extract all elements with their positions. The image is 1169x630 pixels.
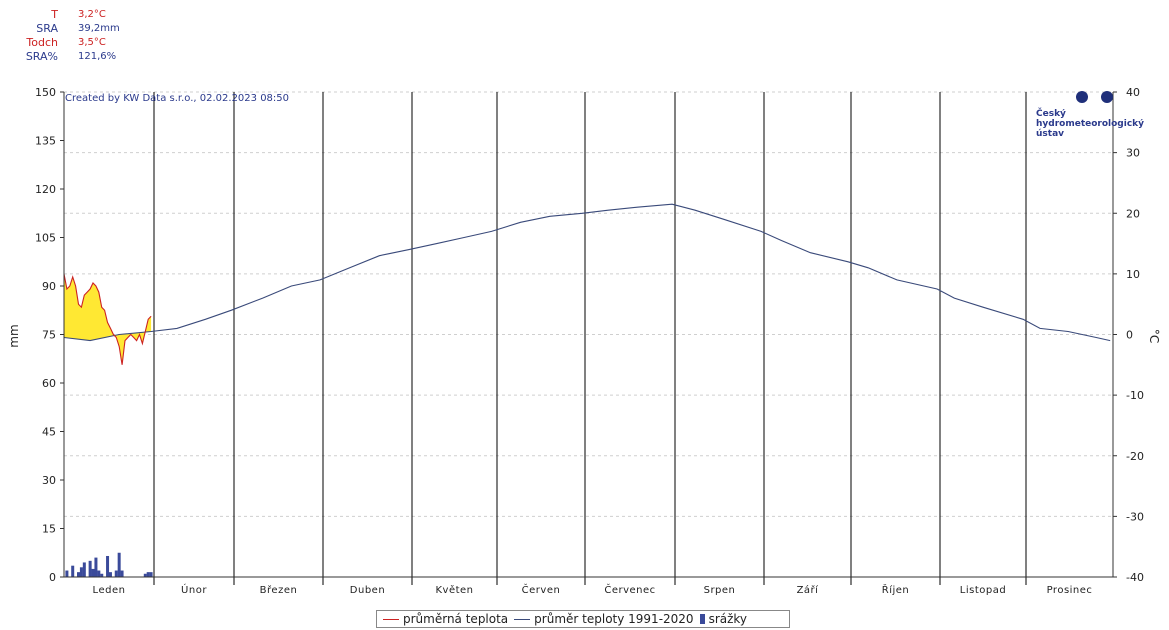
actual-temperature-line [63,273,152,365]
month-label: Březen [260,584,298,596]
y-left-label: mm [7,324,21,347]
summary-label: T [51,8,58,21]
y-right-tick-label: -30 [1126,510,1144,523]
chmi-logo-gap [1088,92,1098,102]
y-left-tick-label: 15 [42,523,56,536]
month-dividers [153,92,1027,585]
precipitation-bar [97,570,101,577]
anomaly-fill [64,273,152,365]
y-left-tick-label: 0 [49,571,56,584]
y-right-tick-label: -40 [1126,571,1144,584]
precipitation-bar [79,567,83,577]
brand-logo: Český hydrometeorologický ústav [1036,91,1144,139]
precipitation-bar [91,568,95,577]
y-left-tick-label: 60 [42,377,56,390]
y-left-tick-label: 75 [42,329,56,342]
legend-item: srážky [699,612,748,626]
y-right-tick-label: 10 [1126,268,1140,281]
legend-label: průměrná teplota [403,612,509,626]
precipitation-bar [94,557,98,577]
summary-row: SRA% 121,6% [0,50,120,64]
summary-label: SRA [36,22,58,35]
credit-text: Created by KW Data s.r.o., 02.02.2023 08… [65,93,289,104]
month-label: Leden [93,585,126,596]
y-left-tick-label: 135 [35,135,56,148]
brand-line-3: ústav [1036,129,1064,139]
summary-row: SRA 39,2mm [0,22,120,36]
summary-label: Todch [26,36,58,49]
legend-swatch [514,618,531,620]
precipitation-bar [146,572,150,577]
brand-line-1: Český [1036,107,1066,119]
y-right-tick-label: 20 [1126,207,1140,220]
precipitation-bar [143,573,147,577]
precipitation-bar [120,570,124,577]
summary-value: 3,2°C [78,9,106,20]
legend: průměrná teplota průměr teploty 1991-2020… [376,610,790,628]
precipitation-bar [88,560,92,577]
month-label: Září [797,584,820,596]
y-right-tick-label: 30 [1126,147,1140,160]
summary-label: SRA% [25,50,58,63]
precipitation-bar [77,572,81,577]
month-label: Prosinec [1047,585,1093,596]
precipitation-bar [82,562,86,577]
y-left-tick-label: 30 [42,474,56,487]
precipitation-bar [106,555,110,577]
temperature-chart: 0 15 30 45 60 75 90 105 120 135 150 -40 -30 -20 -10 0 10… [7,86,1161,596]
month-label: Listopad [960,585,1006,596]
summary-value: 121,6% [78,51,117,62]
y-right-tick-label: -10 [1126,389,1144,402]
y-right-label: °C [1147,329,1161,343]
month-label: Květen [435,584,473,596]
precipitation-bar [100,573,104,577]
precipitation-bar [114,570,118,577]
chmi-logo-dot-right [1101,91,1113,103]
summary-value: 3,5°C [78,37,106,48]
grid [64,91,1113,578]
warm-anomaly-area [64,273,152,365]
series-lines [63,203,1111,365]
summary-value: 39,2mm [78,23,120,34]
month-label: Říjen [882,583,910,596]
legend-item: průměrná teplota [383,612,508,626]
axes: 0 15 30 45 60 75 90 105 120 135 150 -40 -30 -20 -10 0 10… [35,86,1144,596]
chmi-logo-dot-left [1076,91,1088,103]
month-label: Srpen [704,585,736,596]
legend-swatch [383,618,399,620]
legend-label: průměr teploty 1991-2020 [534,612,694,626]
month-label: Červenec [604,583,655,596]
precipitation-bars [65,552,153,577]
precipitation-bar [65,570,69,577]
legend-swatch [699,614,705,624]
y-right-tick-label: -20 [1126,450,1144,463]
month-label: Únor [181,583,207,596]
summary-row: Todch 3,5°C [0,36,120,50]
y-left-tick-label: 105 [35,232,56,245]
y-left-tick-label: 45 [42,426,56,439]
month-label: Červen [522,583,561,596]
y-right-tick-label: 40 [1126,86,1140,99]
brand-line-2: hydrometeorologický [1036,119,1144,129]
y-left-tick-label: 150 [35,86,56,99]
precipitation-bar [117,552,121,577]
summary-row: T 3,2°C [0,8,120,22]
precipitation-bar [149,572,153,577]
y-right-tick-label: 0 [1126,329,1133,342]
precipitation-bar [71,565,75,577]
summary-panel: T 3,2°C SRA 39,2mm Todch 3,5°C SRA% 121,6% [0,8,120,64]
y-left-tick-label: 120 [35,183,56,196]
legend-item: průměr teploty 1991-2020 [514,612,694,626]
normal-temperature-line [63,203,1111,342]
precipitation-bar [108,572,112,577]
y-left-tick-label: 90 [42,280,56,293]
legend-label: srážky [708,612,748,626]
month-label: Duben [350,585,385,596]
